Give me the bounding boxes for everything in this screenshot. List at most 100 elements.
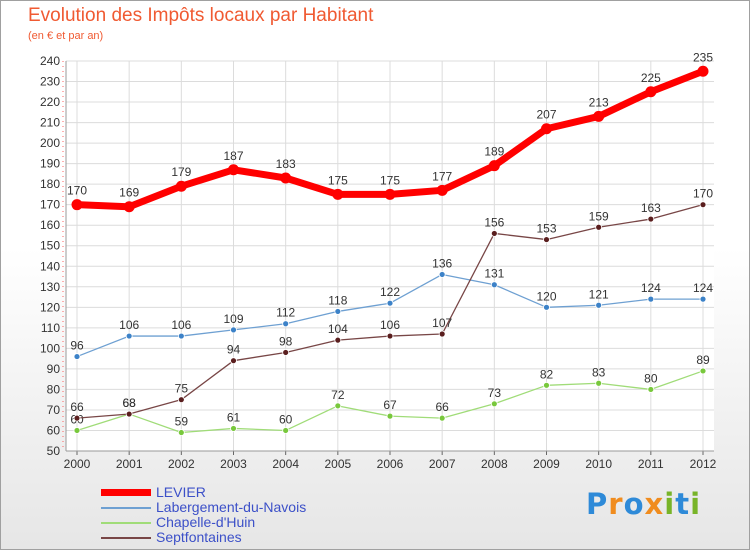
legend-label-labergement: Labergement-du-Navois [156,499,307,515]
legend-label-levier: LEVIER [156,484,206,500]
legend-item-labergement: Labergement-du-Navois [101,500,361,515]
y-tick-label: 80 [47,382,61,396]
y-tick-label: 190 [40,157,60,171]
data-label: 89 [696,353,710,367]
data-label: 68 [122,396,136,410]
data-label: 169 [119,186,139,200]
y-tick-label: 50 [47,444,61,458]
data-point [175,180,187,192]
data-point [334,308,342,315]
data-point [282,320,290,328]
y-tick-label: 160 [40,218,60,232]
data-label: 104 [328,322,348,336]
data-point [73,353,81,360]
data-label: 131 [484,267,504,281]
data-label: 170 [693,187,713,201]
data-point [230,357,237,365]
x-tick-label: 2004 [272,457,299,471]
y-tick-label: 60 [47,423,61,437]
data-point [282,349,290,356]
x-tick-label: 2000 [64,457,91,471]
data-point [282,427,290,434]
data-point [593,110,605,122]
x-tick-label: 2008 [481,457,508,471]
data-point [647,295,655,303]
chart-title: Evolution des Impôts locaux par Habitant [28,5,374,26]
data-label: 163 [641,201,661,215]
data-label: 122 [380,285,400,299]
y-tick-label: 130 [40,280,60,294]
legend-item-levier: LEVIER [101,485,361,500]
y-tick-label: 220 [40,95,60,109]
x-tick-label: 2007 [429,457,456,471]
data-point [541,123,552,135]
x-tick-label: 2010 [585,457,612,471]
data-label: 75 [175,382,189,396]
data-label: 118 [328,293,347,307]
y-tick-label: 70 [47,403,61,417]
data-label: 235 [693,50,713,64]
data-label: 170 [67,184,87,198]
legend-swatch-septfontaines [101,537,151,539]
y-tick-label: 150 [40,239,60,253]
data-point [334,402,342,410]
data-point [125,410,133,418]
x-tick-label: 2009 [533,457,560,471]
data-point [595,301,603,309]
y-tick-label: 110 [41,321,60,335]
logo-letter: x [644,487,665,521]
data-label: 187 [223,149,243,163]
data-point [699,367,707,375]
data-label: 225 [641,71,661,85]
data-point [438,330,446,338]
data-label: 61 [227,410,241,424]
data-label: 96 [70,339,84,353]
x-tick-label: 2002 [168,457,195,471]
data-point [71,199,83,211]
x-tick-label: 2011 [638,457,664,471]
legend-label-septfontaines: Septfontaines [156,529,242,545]
data-label: 66 [70,400,84,414]
data-point [543,236,550,243]
data-label: 106 [171,318,191,332]
y-tick-label: 240 [40,54,60,68]
data-label: 98 [279,334,293,348]
data-label: 121 [589,287,609,301]
data-point [386,332,394,340]
data-label: 189 [484,145,504,159]
data-point [332,188,344,200]
data-label: 68 [122,396,136,410]
data-point [490,400,498,408]
data-label: 82 [540,367,554,381]
data-label: 73 [488,386,502,400]
data-label: 80 [644,371,658,385]
data-label: 83 [592,365,606,379]
data-label: 72 [331,388,345,402]
data-label: 67 [383,398,397,412]
data-label: 183 [276,157,296,171]
chart-subtitle: (en € et par an) [28,30,104,42]
data-point [699,201,707,209]
logo-letter: o [623,487,645,521]
data-label: 120 [536,289,556,303]
data-point [177,332,185,340]
data-label: 124 [693,281,713,295]
data-label: 109 [223,312,243,326]
data-label: 107 [432,316,452,330]
data-label: 124 [641,281,661,295]
legend-swatch-levier [101,489,151,496]
y-tick-label: 230 [40,75,60,89]
data-label: 156 [484,215,504,229]
y-tick-label: 140 [40,259,60,273]
series-levier: 170 169 179 187 183 175 175 177 189 207 213 225 235 [67,50,713,213]
data-point [490,230,498,237]
data-point [125,332,133,340]
logo-letter: r [608,487,624,521]
y-tick-label: 180 [40,177,60,191]
x-tick-label: 2012 [690,457,717,471]
data-label: 112 [276,306,295,320]
data-label: 106 [119,318,139,332]
data-point [123,201,135,213]
data-point [280,172,292,184]
data-point [228,164,239,176]
